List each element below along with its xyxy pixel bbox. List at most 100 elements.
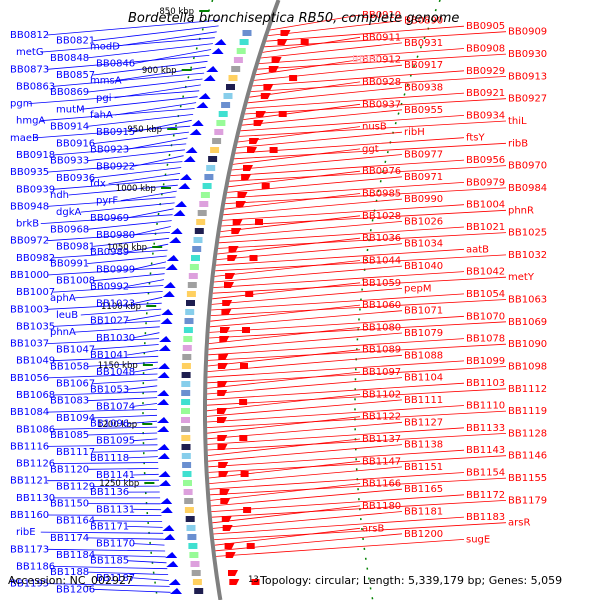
right-gene-label: BB1127 bbox=[404, 417, 443, 428]
left-leader-line bbox=[34, 125, 191, 139]
right-gene-label: BB1054 bbox=[466, 289, 505, 300]
feature-tile bbox=[191, 570, 201, 576]
left-leader-line bbox=[47, 514, 162, 516]
feature-tile bbox=[216, 120, 226, 126]
right-gene-label: BB1044 bbox=[362, 256, 401, 267]
left-gene-label: BB1085 bbox=[50, 430, 89, 441]
right-gene-label: BB1146 bbox=[508, 451, 547, 462]
forward-gene-arrow bbox=[174, 201, 187, 207]
right-gene-label: BB0970 bbox=[508, 161, 547, 172]
left-leader-line bbox=[127, 526, 163, 528]
right-leader-line bbox=[222, 204, 465, 221]
feature-tile bbox=[194, 228, 204, 234]
left-gene-label: BB1185 bbox=[90, 556, 129, 567]
reverse-gene-arrow bbox=[228, 570, 238, 576]
forward-gene-arrow bbox=[198, 93, 211, 99]
left-leader-line bbox=[133, 438, 158, 442]
right-gene-label: BB1071 bbox=[404, 306, 443, 317]
right-gene-label: ribB bbox=[508, 138, 528, 149]
reverse-gene-block bbox=[278, 111, 287, 117]
right-leader-line bbox=[207, 427, 465, 445]
forward-gene-arrow bbox=[170, 228, 183, 234]
left-gene-label: BB1120 bbox=[50, 464, 89, 475]
right-leader-line bbox=[244, 98, 507, 115]
right-gene-label: BB1180 bbox=[362, 501, 401, 512]
kbp-tick-label: 1050 kbp bbox=[107, 243, 147, 253]
left-gene-label: BB1136 bbox=[90, 487, 129, 498]
right-gene-label: BB1179 bbox=[508, 495, 547, 506]
right-gene-label: BB0917 bbox=[404, 60, 443, 71]
right-leader-line bbox=[230, 159, 465, 176]
right-leader-line bbox=[213, 516, 465, 535]
left-leader-line bbox=[53, 391, 158, 396]
feature-tile bbox=[183, 480, 192, 486]
feature-tile bbox=[187, 534, 197, 540]
left-gene-label: BB0972 bbox=[10, 236, 49, 247]
feature-tile bbox=[192, 579, 202, 585]
right-gene-label: arsR bbox=[508, 518, 530, 529]
left-leader-line bbox=[87, 114, 194, 127]
right-leader-line bbox=[239, 120, 507, 137]
left-gene-label: maeB bbox=[10, 133, 39, 144]
reverse-gene-arrow bbox=[222, 525, 233, 531]
gene-features bbox=[157, 30, 309, 594]
right-gene-label: BB1021 bbox=[466, 222, 505, 233]
kbp-tick-label: 1150 kbp bbox=[98, 361, 138, 371]
left-leader-line bbox=[127, 279, 164, 287]
right-gene-label: BB1103 bbox=[466, 378, 505, 389]
kbp-tick-label: 900 kbp bbox=[142, 66, 177, 76]
right-gene-label: BB1040 bbox=[404, 261, 443, 272]
left-gene-label: BB1086 bbox=[16, 424, 55, 435]
left-gene-label: BB0918 bbox=[16, 150, 55, 161]
right-leader-line bbox=[246, 92, 465, 109]
right-gene-label: BB1079 bbox=[404, 328, 443, 339]
left-gene-label: BB1121 bbox=[10, 476, 49, 487]
forward-gene-arrow bbox=[165, 264, 178, 270]
left-leader-line bbox=[87, 397, 158, 402]
right-leader-line bbox=[232, 148, 361, 165]
left-leader-line bbox=[87, 361, 158, 367]
forward-gene-arrow bbox=[191, 120, 204, 126]
right-leader-line bbox=[210, 299, 507, 316]
left-gene-label: mmsA bbox=[90, 76, 122, 87]
right-gene-label: BB0930 bbox=[508, 49, 547, 60]
feature-tile bbox=[185, 516, 195, 522]
left-gene-label: BB1164 bbox=[56, 516, 95, 527]
reverse-gene-block bbox=[239, 399, 248, 405]
reverse-gene-arrow bbox=[217, 444, 228, 450]
right-leader-line bbox=[207, 410, 507, 428]
forward-gene-arrow bbox=[214, 39, 227, 45]
left-gene-label: BB0968 bbox=[50, 224, 89, 235]
left-leader-line bbox=[87, 571, 169, 575]
feature-tile bbox=[181, 435, 191, 441]
left-leader-line bbox=[40, 108, 195, 122]
right-leader-line bbox=[225, 187, 507, 204]
feature-tile bbox=[181, 390, 191, 396]
left-gene-label: BB1131 bbox=[96, 504, 135, 515]
right-leader-line bbox=[269, 14, 361, 31]
forward-gene-arrow bbox=[183, 156, 196, 162]
left-gene-label: BB0848 bbox=[50, 53, 89, 64]
left-leader-line bbox=[74, 326, 160, 333]
right-leader-line bbox=[209, 472, 465, 490]
left-leader-line bbox=[47, 302, 162, 310]
left-leader-line bbox=[93, 520, 163, 522]
left-leader-line bbox=[47, 548, 166, 552]
reverse-gene-block bbox=[261, 183, 270, 189]
right-leader-line bbox=[208, 444, 403, 462]
left-leader-line bbox=[127, 208, 174, 219]
feature-tile bbox=[189, 552, 199, 558]
right-leader-line bbox=[236, 131, 403, 148]
right-gene-label: BB0955 bbox=[404, 105, 443, 116]
right-gene-label: BB0984 bbox=[508, 183, 547, 194]
right-leader-line bbox=[255, 59, 361, 76]
right-gene-label: BB0927 bbox=[508, 94, 547, 105]
left-leader-line bbox=[47, 444, 158, 447]
left-gene-label: pyrF bbox=[96, 196, 118, 207]
left-gene-label: BB0939 bbox=[16, 184, 55, 195]
left-leader-line bbox=[80, 202, 175, 213]
right-gene-label: BB1034 bbox=[404, 239, 443, 250]
left-leader-line bbox=[47, 267, 166, 276]
left-gene-label: dgkA bbox=[56, 207, 81, 218]
